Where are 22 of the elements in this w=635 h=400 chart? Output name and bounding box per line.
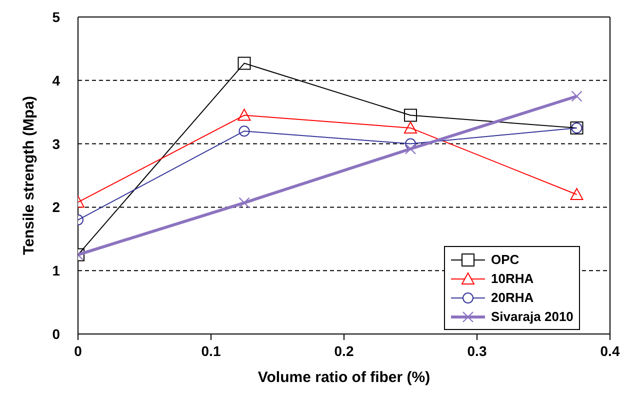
point	[404, 108, 417, 122]
legend-label: OPC	[491, 252, 520, 267]
point	[571, 90, 582, 102]
point	[570, 188, 584, 200]
legend-label: 10RHA	[491, 271, 534, 286]
y-tick-label: 0	[52, 326, 60, 342]
y-tick-label: 3	[52, 136, 60, 152]
x-tick-label: 0	[74, 342, 82, 359]
y-tick-label: 1	[52, 262, 60, 279]
x-tick-label: 0.1	[201, 342, 221, 359]
y-tick-label: 5	[52, 8, 60, 25]
x-tick-label: 0.2	[334, 342, 354, 359]
y-axis-title: Tensile strength (Mpa)	[20, 96, 38, 255]
point	[238, 197, 250, 208]
x-tick-label: 0.4	[600, 342, 620, 359]
y-tick-label: 2	[52, 199, 60, 216]
legend-label: Sivaraja 2010	[491, 309, 574, 324]
x-axis-title: Volume ratio of fiber (%)	[258, 369, 430, 386]
y-tick-label: 4	[52, 72, 60, 88]
point	[404, 143, 416, 154]
x-tick-label: 0.3	[467, 342, 487, 359]
legend-label: 20RHA	[491, 290, 534, 305]
